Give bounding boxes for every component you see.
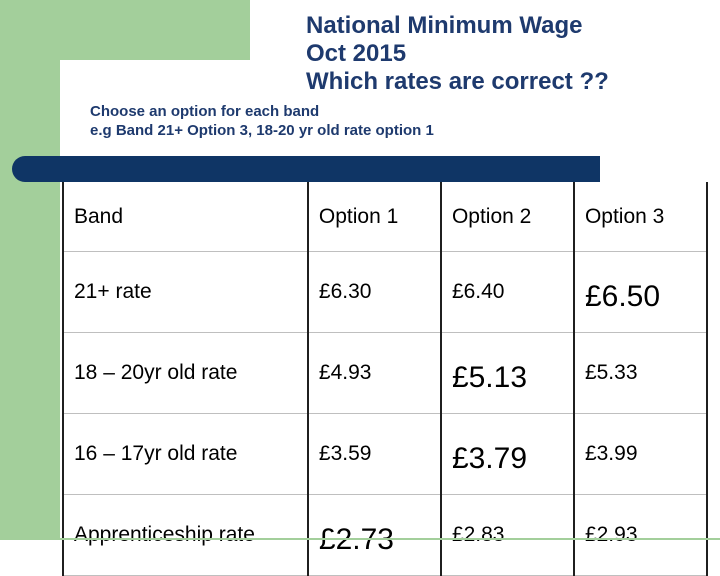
rate-cell: £4.93 [306,332,442,414]
corner-fill [60,120,120,160]
rates-table: Band Option 1 Option 2 Option 3 21+ rate… [62,182,709,576]
title-line-3: Which rates are correct ?? [306,68,609,95]
rate-cell: £3.59 [306,413,442,495]
highlighted-rate-cell: £3.79 [439,413,575,495]
band-label: Apprenticeship rate [62,494,309,576]
title-line-2: Oct 2015 [306,40,407,67]
band-label: 16 – 17yr old rate [62,413,309,495]
table-row: 16 – 17yr old rate £3.59 £3.79 £3.99 [62,413,709,495]
instructions: Choose an option for each band e.g Band … [90,102,434,140]
highlighted-rate-cell: £5.13 [439,332,575,414]
band-label: 18 – 20yr old rate [62,332,309,414]
table-row: 21+ rate £6.30 £6.40 £6.50 [62,251,709,333]
band-label: 21+ rate [62,251,309,333]
rate-cell: £5.33 [572,332,709,414]
table-header-row: Band Option 1 Option 2 Option 3 [62,182,709,252]
instruction-line-1: Choose an option for each band [90,103,320,120]
table-row: 18 – 20yr old rate £4.93 £5.13 £5.33 [62,332,709,414]
header-option-1: Option 1 [306,182,442,252]
slide-title: National Minimum Wage Oct 2015 Which rat… [306,12,609,96]
highlighted-rate-cell: £6.50 [572,251,709,333]
bottom-green-line [60,538,720,540]
highlighted-rate-cell: £2.73 [306,494,442,576]
rate-cell: £3.99 [572,413,709,495]
left-green-bar [0,0,60,540]
rate-cell: £2.93 [572,494,709,576]
navy-divider-bar [12,156,600,182]
rate-cell: £6.40 [439,251,575,333]
header-option-3: Option 3 [572,182,709,252]
rate-cell: £2.83 [439,494,575,576]
header-option-2: Option 2 [439,182,575,252]
table-row: Apprenticeship rate £2.73 £2.83 £2.93 [62,494,709,576]
rate-cell: £6.30 [306,251,442,333]
top-green-block [60,0,250,60]
header-band: Band [62,182,309,252]
title-line-1: National Minimum Wage [306,12,583,39]
instruction-line-2: e.g Band 21+ Option 3, 18-20 yr old rate… [90,122,434,139]
